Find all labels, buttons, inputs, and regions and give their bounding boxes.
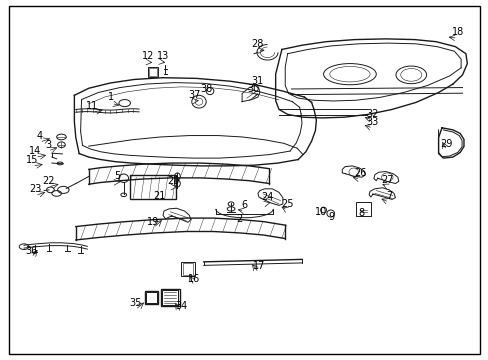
Text: 13: 13 xyxy=(157,51,169,61)
Text: 22: 22 xyxy=(41,176,54,186)
Text: 29: 29 xyxy=(440,139,452,149)
Text: 36: 36 xyxy=(25,246,37,256)
Bar xyxy=(147,67,158,77)
Text: 12: 12 xyxy=(141,51,154,61)
Text: 18: 18 xyxy=(451,27,463,37)
Text: 11: 11 xyxy=(86,101,98,111)
Text: 3: 3 xyxy=(45,140,51,150)
Text: 1: 1 xyxy=(108,92,114,102)
Text: 2: 2 xyxy=(236,214,243,224)
Bar xyxy=(355,202,370,216)
Text: 15: 15 xyxy=(26,154,39,165)
Text: 35: 35 xyxy=(129,298,141,309)
Text: 5: 5 xyxy=(114,171,120,181)
Text: 10: 10 xyxy=(314,207,326,217)
Text: 28: 28 xyxy=(251,39,264,49)
Text: 8: 8 xyxy=(358,208,364,218)
Text: 7: 7 xyxy=(386,191,391,201)
Text: 6: 6 xyxy=(241,200,247,210)
Text: 21: 21 xyxy=(153,191,165,201)
Text: 23: 23 xyxy=(29,184,41,194)
Text: 38: 38 xyxy=(200,84,212,94)
Bar xyxy=(183,263,192,275)
Bar xyxy=(146,292,157,303)
Text: 4: 4 xyxy=(36,131,42,141)
Text: 31: 31 xyxy=(251,76,264,86)
Bar xyxy=(144,291,158,304)
Text: 37: 37 xyxy=(187,90,200,100)
Text: 30: 30 xyxy=(246,84,259,94)
Text: 9: 9 xyxy=(328,212,334,222)
Text: 16: 16 xyxy=(188,274,200,284)
Text: 32: 32 xyxy=(366,109,378,119)
Text: 19: 19 xyxy=(147,217,159,227)
Bar xyxy=(181,262,194,276)
Bar xyxy=(160,289,180,306)
Text: 34: 34 xyxy=(175,301,187,311)
Text: 14: 14 xyxy=(29,146,41,156)
Text: 24: 24 xyxy=(261,192,273,202)
Text: 20: 20 xyxy=(167,176,180,186)
Text: 17: 17 xyxy=(252,261,264,271)
Text: 26: 26 xyxy=(354,168,366,178)
Bar xyxy=(130,175,176,199)
Text: 25: 25 xyxy=(281,199,293,209)
Text: 33: 33 xyxy=(366,117,378,127)
Bar xyxy=(162,291,178,305)
Text: 27: 27 xyxy=(380,175,393,185)
Bar xyxy=(148,68,157,76)
